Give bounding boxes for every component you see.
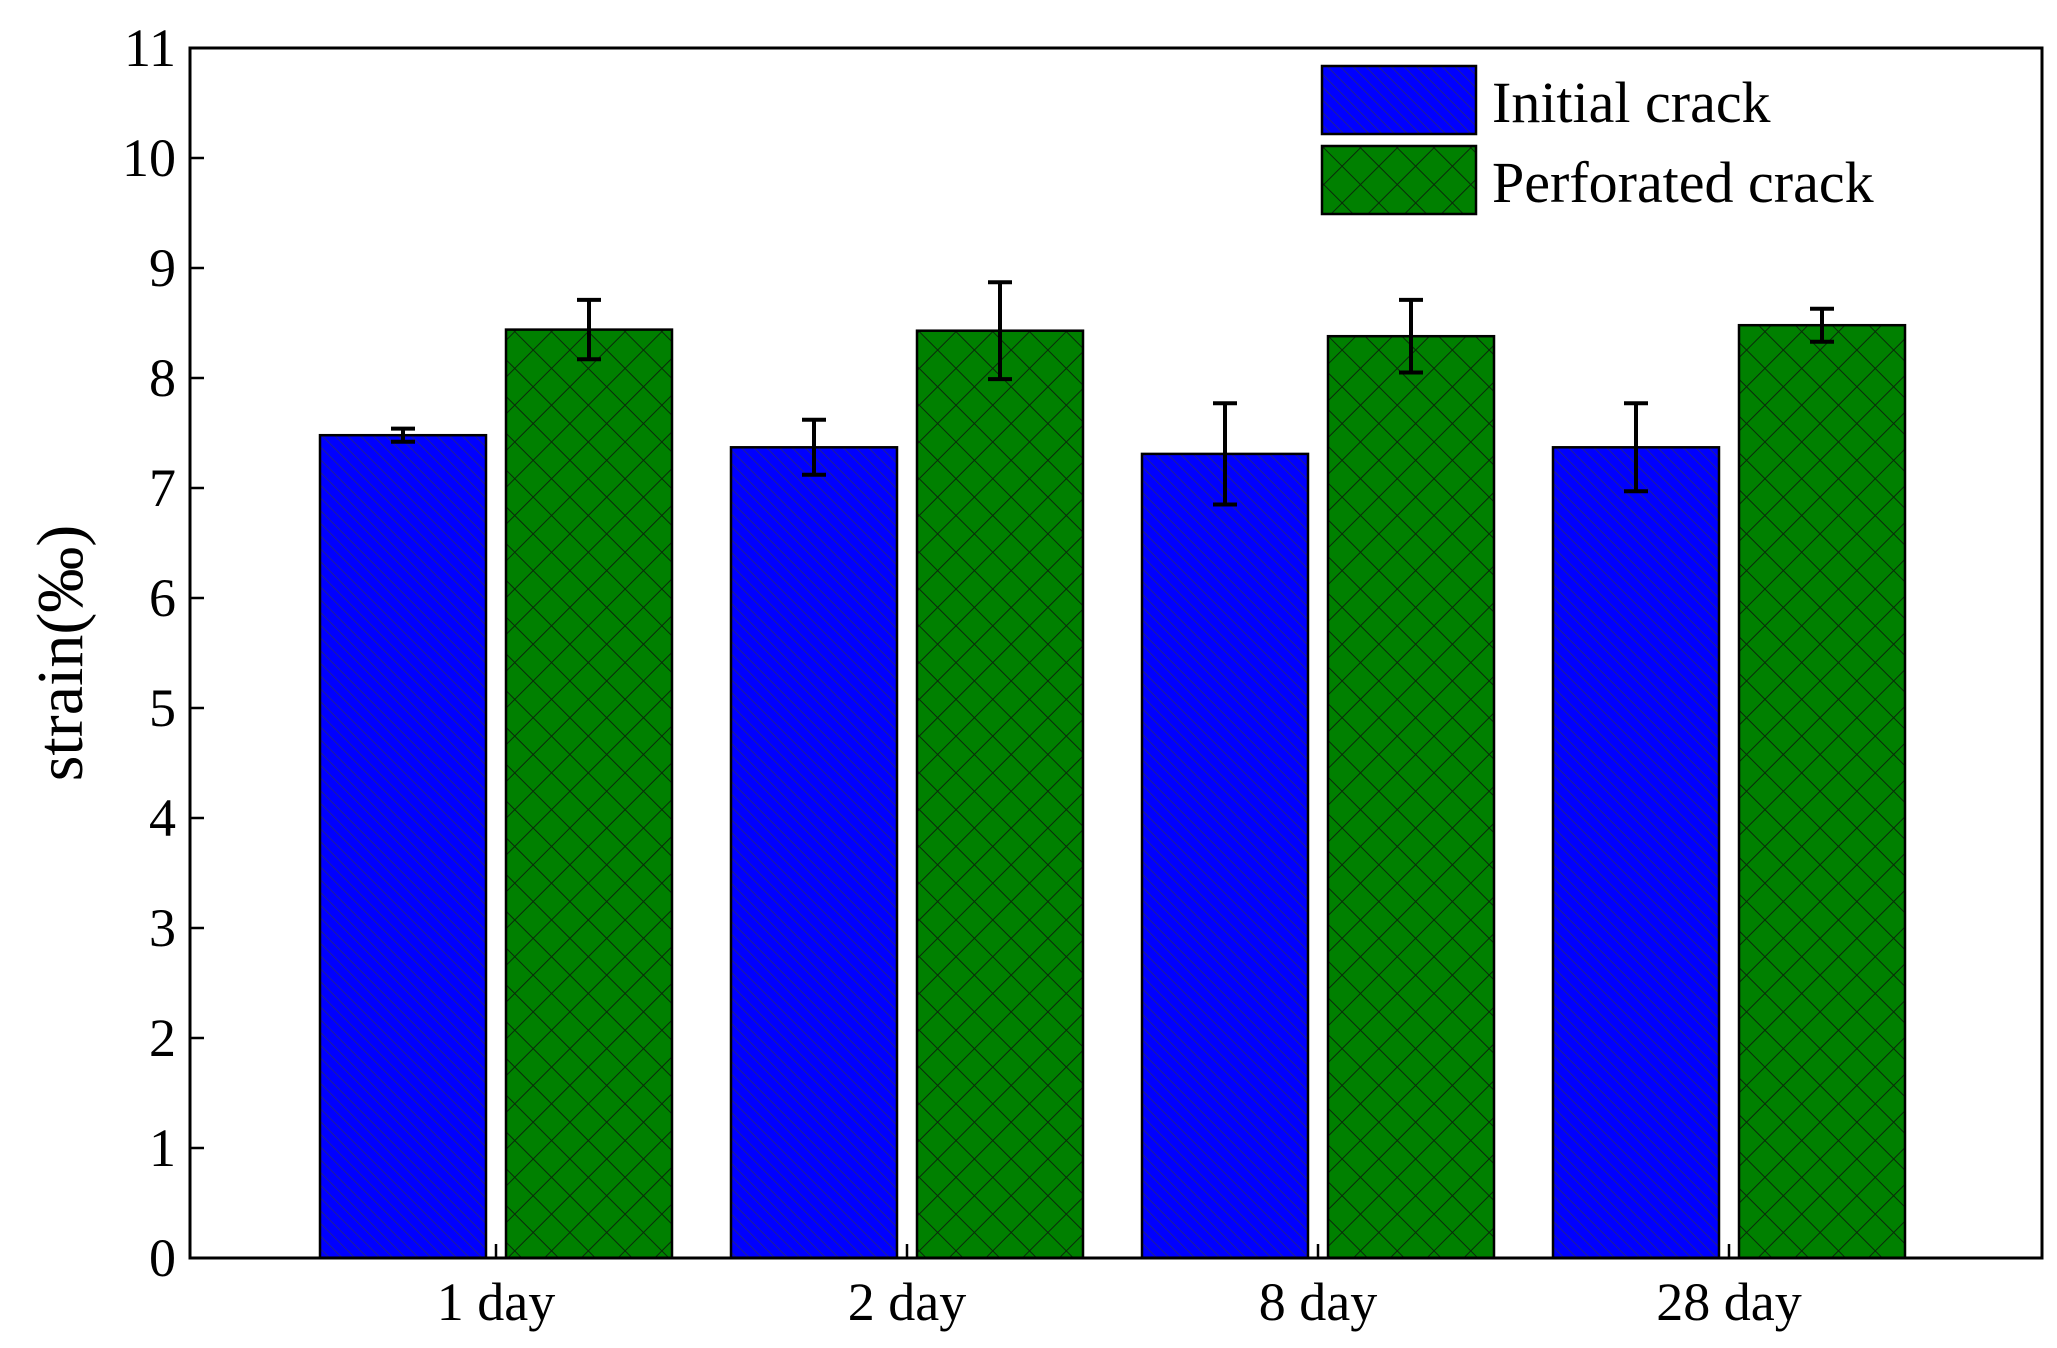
y-axis-title: strain(‰) [24, 525, 97, 782]
y-tick-label-7: 7 [149, 458, 176, 518]
x-tick-label-0: 1 day [437, 1272, 555, 1332]
bar-initial-crack-1 [729, 446, 899, 1260]
bar-perforated-crack-2 [1326, 334, 1496, 1260]
legend: Initial crack Perforated crack [1320, 64, 1874, 216]
y-tick-label-3: 3 [149, 898, 176, 958]
y-tick-label-6: 6 [149, 568, 176, 628]
y-tick-label-0: 0 [149, 1228, 176, 1288]
y-tick-label-5: 5 [149, 678, 176, 738]
plot-frame [188, 46, 2044, 1260]
bar-initial-crack-2 [1140, 452, 1310, 1260]
legend-label-perforated-crack: Perforated crack [1492, 150, 1874, 215]
y-tick-label-8: 8 [149, 348, 176, 408]
y-tick-label-11: 11 [124, 18, 176, 78]
bar-initial-crack-3 [1551, 446, 1721, 1260]
x-tick-label-2: 8 day [1259, 1272, 1377, 1332]
legend-swatch-perforated-crack [1320, 144, 1478, 216]
bar-perforated-crack-1 [915, 329, 1085, 1260]
bar-initial-crack-0 [318, 433, 488, 1260]
x-tick-label-1: 2 day [848, 1272, 966, 1332]
y-tick-label-4: 4 [149, 788, 176, 848]
legend-swatch-initial-crack [1320, 64, 1478, 136]
legend-label-initial-crack: Initial crack [1492, 70, 1771, 135]
y-tick-label-2: 2 [149, 1008, 176, 1068]
bar-perforated-crack-0 [504, 328, 674, 1260]
y-tick-label-9: 9 [149, 238, 176, 298]
bar-perforated-crack-3 [1737, 323, 1907, 1260]
y-tick-label-10: 10 [122, 128, 176, 188]
y-tick-label-1: 1 [149, 1118, 176, 1178]
x-tick-label-3: 28 day [1656, 1272, 1801, 1332]
